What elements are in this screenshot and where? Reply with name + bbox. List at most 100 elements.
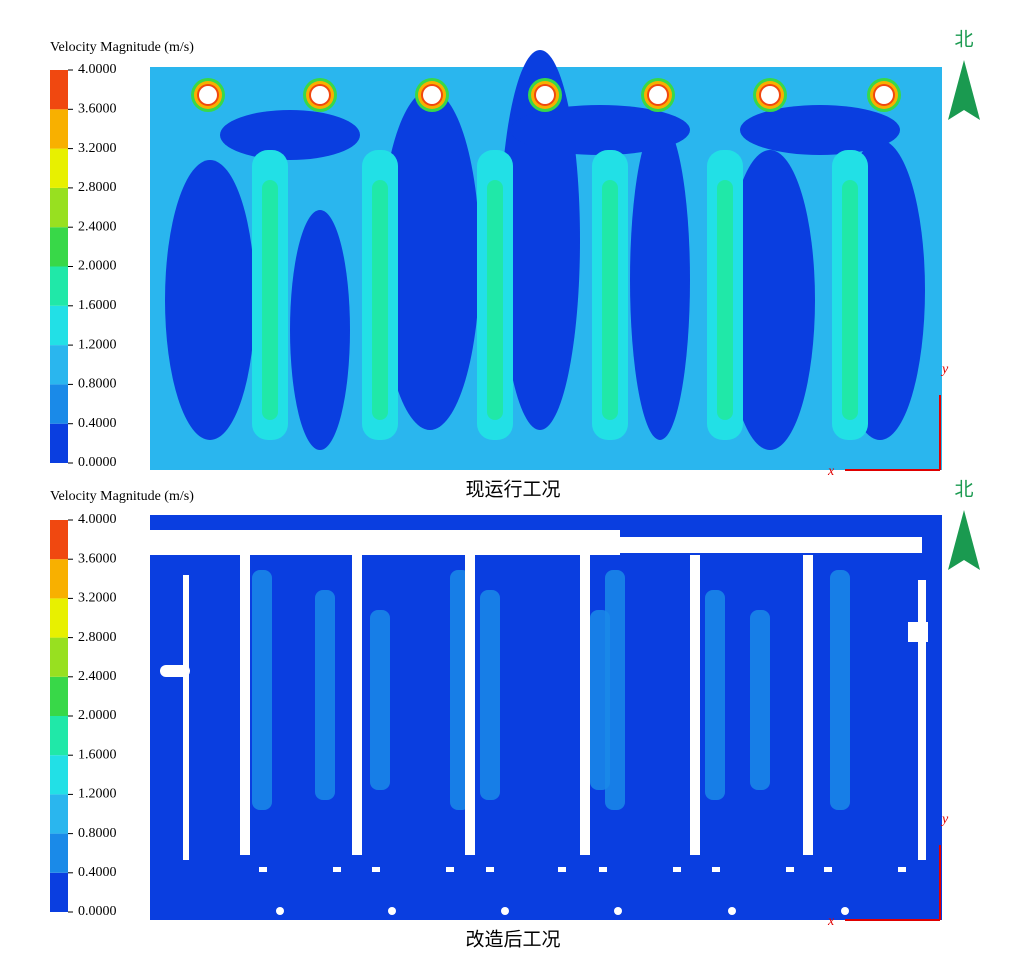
streak: [480, 590, 500, 800]
colorbar-band: [50, 637, 68, 677]
colorbar-tick-label: 0.8000: [78, 377, 117, 392]
colorbar-tick-label: 3.2000: [78, 591, 117, 606]
colorbar-tick-label: 3.6000: [78, 551, 117, 566]
streak-core: [262, 180, 278, 420]
dot: [728, 907, 736, 915]
pipe: [620, 537, 922, 553]
x-axis-label: x: [827, 914, 835, 929]
colorbar-tick-label: 2.8000: [78, 630, 117, 645]
colorbar-tick-label: 0.8000: [78, 826, 117, 841]
colorbar-band: [50, 559, 68, 599]
colorbar-band: [50, 345, 68, 385]
pipe: [150, 530, 620, 555]
streak-core: [842, 180, 858, 420]
low-region: [725, 150, 815, 450]
x-axis-label: x: [827, 464, 835, 479]
caption: 改造后工况: [465, 929, 560, 951]
colorbar-tick-label: 0.4000: [78, 416, 117, 431]
dot: [388, 907, 396, 915]
streak: [705, 590, 725, 800]
inlet: [536, 86, 554, 104]
inlet: [423, 86, 441, 104]
colorbar-tick-label: 2.0000: [78, 708, 117, 723]
colorbar-tick-label: 1.6000: [78, 298, 117, 313]
colorbar-title: Velocity Magnitude (m/s): [50, 40, 194, 55]
colorbar-tick-label: 1.2000: [78, 337, 117, 352]
streak-core: [602, 180, 618, 420]
caption: 现运行工况: [465, 479, 560, 501]
low-region: [290, 210, 350, 450]
dash: [333, 867, 341, 872]
colorbar-tick-label: 3.2000: [78, 141, 117, 156]
colorbar-band: [50, 872, 68, 912]
dash: [446, 867, 454, 872]
colorbar-band: [50, 755, 68, 795]
dash: [824, 867, 832, 872]
baffle: [690, 555, 700, 855]
dash: [558, 867, 566, 872]
colorbar-tick-label: 0.0000: [78, 455, 117, 470]
colorbar-band: [50, 70, 68, 110]
inlet: [875, 86, 893, 104]
baffle: [580, 555, 590, 855]
streak: [605, 570, 625, 810]
colorbar-band: [50, 384, 68, 424]
colorbar-tick-label: 2.8000: [78, 180, 117, 195]
baffle: [352, 555, 362, 855]
colorbar-tick-label: 2.4000: [78, 219, 117, 234]
colorbar-tick-label: 0.0000: [78, 904, 117, 919]
colorbar-title: Velocity Magnitude (m/s): [50, 489, 194, 504]
low-region: [630, 120, 690, 440]
dash: [372, 867, 380, 872]
colorbar-band: [50, 305, 68, 346]
low-region: [380, 90, 480, 430]
colorbar-band: [50, 716, 68, 756]
dash: [486, 867, 494, 872]
pipe: [183, 575, 189, 860]
pipe: [160, 665, 190, 677]
inlet: [761, 86, 779, 104]
y-axis-label: y: [940, 362, 949, 377]
colorbar-tick-label: 1.6000: [78, 747, 117, 762]
streak-core: [372, 180, 388, 420]
y-axis-label: y: [940, 812, 949, 827]
dash: [259, 867, 267, 872]
pipe: [918, 580, 926, 860]
low-region: [740, 105, 900, 155]
colorbar-band: [50, 598, 68, 638]
streak-core: [717, 180, 733, 420]
streak-core: [487, 180, 503, 420]
streak: [830, 570, 850, 810]
north-label: 北: [954, 29, 973, 51]
colorbar-band: [50, 109, 68, 149]
colorbar-band: [50, 148, 68, 188]
colorbar-tick-label: 0.4000: [78, 865, 117, 880]
dash: [673, 867, 681, 872]
north-label: 北: [954, 479, 973, 501]
colorbar-band: [50, 833, 68, 873]
dot: [614, 907, 622, 915]
north-arrow: [948, 60, 980, 120]
streak: [315, 590, 335, 800]
baffle: [803, 555, 813, 855]
colorbar-tick-label: 4.0000: [78, 62, 117, 77]
streak: [750, 610, 770, 790]
dash: [898, 867, 906, 872]
colorbar-band: [50, 227, 68, 267]
colorbar-band: [50, 423, 68, 463]
dot: [501, 907, 509, 915]
baffle: [240, 555, 250, 855]
inlet: [199, 86, 217, 104]
colorbar-band: [50, 520, 68, 560]
colorbar-tick-label: 3.6000: [78, 102, 117, 117]
low-region: [165, 160, 255, 440]
contour-plot: [150, 50, 942, 470]
pipe: [908, 622, 928, 642]
low-region: [220, 110, 360, 160]
dash: [712, 867, 720, 872]
streak: [370, 610, 390, 790]
streak: [252, 570, 272, 810]
contour-plot: [150, 515, 942, 920]
inlet: [311, 86, 329, 104]
